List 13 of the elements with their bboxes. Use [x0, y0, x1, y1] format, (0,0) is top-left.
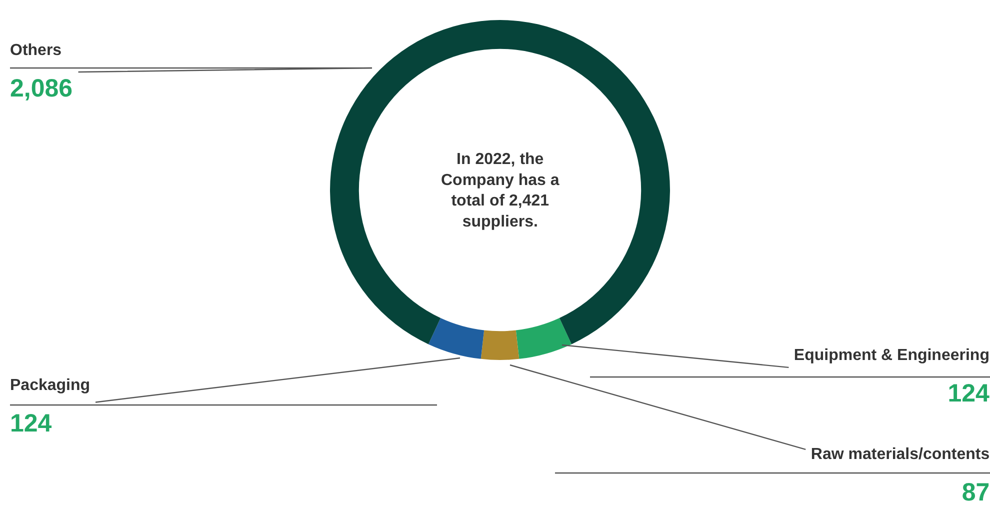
- donut-slice: [428, 318, 484, 359]
- data-label: 124: [948, 380, 990, 408]
- slice-label: Packaging: [10, 377, 90, 394]
- data-label: 2,086: [10, 74, 73, 103]
- donut-slice: [516, 318, 572, 359]
- slice-label: Raw materials/contents: [810, 446, 990, 463]
- slice-label: Others: [10, 42, 62, 59]
- data-label: 124: [10, 410, 52, 438]
- donut-slice: [330, 20, 670, 344]
- slice-label: Equipment & Engineering: [794, 347, 990, 364]
- text: In 2022, the Company has a total of 2,421 suppliers.: [441, 151, 560, 230]
- donut-slice: [480, 330, 520, 360]
- data-label: 87: [962, 478, 990, 507]
